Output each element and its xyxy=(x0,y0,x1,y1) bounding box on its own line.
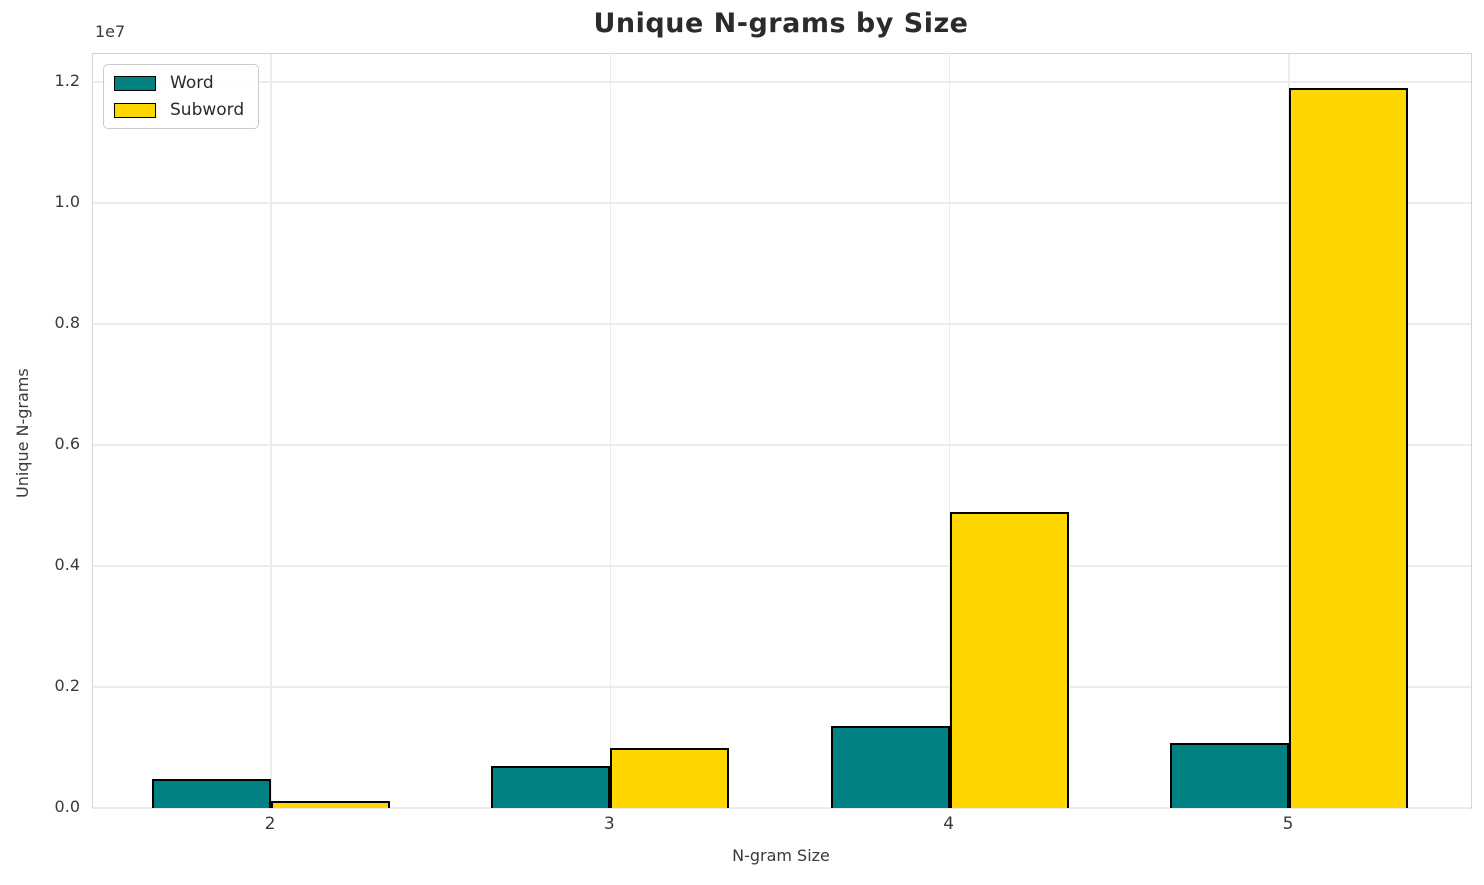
x-tick-label: 5 xyxy=(1282,814,1294,834)
y-tick-label: 0.8 xyxy=(54,313,80,332)
x-tick-label: 4 xyxy=(943,814,955,834)
v-gridline xyxy=(1288,54,1290,808)
bar-subword-ngram-3 xyxy=(610,747,730,808)
x-tick-label: 3 xyxy=(603,814,615,834)
x-axis-label: N-gram Size xyxy=(732,846,830,865)
x-tick-label: 2 xyxy=(264,814,276,834)
h-gridline xyxy=(93,565,1471,567)
v-gridline xyxy=(948,54,951,808)
h-gridline xyxy=(93,444,1471,446)
y-tick-label: 0.2 xyxy=(54,676,80,695)
legend-item-word: Word xyxy=(114,73,244,93)
y-tick-label: 0.6 xyxy=(54,434,80,453)
y-tick-label: 1.2 xyxy=(54,71,80,90)
legend-swatch-subword-icon xyxy=(114,102,156,118)
y-tick-label: 0.4 xyxy=(54,555,80,574)
bar-subword-ngram-2 xyxy=(271,800,390,808)
h-gridline xyxy=(93,807,1471,809)
bar-word-ngram-2 xyxy=(152,778,271,808)
bar-word-ngram-4 xyxy=(830,726,950,808)
legend-item-subword: Subword xyxy=(114,100,244,120)
bar-subword-ngram-4 xyxy=(949,511,1069,808)
h-gridline xyxy=(93,81,1471,83)
y-tick-label: 1.0 xyxy=(54,192,80,211)
h-gridline xyxy=(93,686,1471,688)
legend: Word Subword xyxy=(103,64,260,129)
y-tick-label: 0.0 xyxy=(54,797,80,816)
bar-word-ngram-3 xyxy=(491,765,611,808)
y-axis-offset-label: 1e7 xyxy=(95,22,126,41)
y-axis-label: Unique N-grams xyxy=(13,368,32,498)
h-gridline xyxy=(93,202,1471,204)
bar-word-ngram-5 xyxy=(1169,742,1289,808)
v-gridline xyxy=(270,54,272,808)
legend-label: Word xyxy=(170,73,214,93)
v-gridline xyxy=(609,54,612,808)
h-gridline xyxy=(93,323,1471,325)
plot-area xyxy=(92,53,1472,809)
bar-subword-ngram-5 xyxy=(1288,88,1408,808)
legend-label: Subword xyxy=(170,100,245,120)
chart-title: Unique N-grams by Size xyxy=(593,8,969,39)
legend-swatch-word-icon xyxy=(114,75,156,91)
